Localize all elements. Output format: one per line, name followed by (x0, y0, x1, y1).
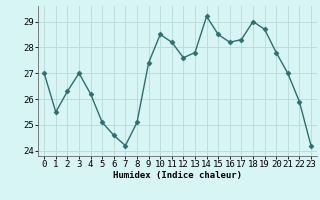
X-axis label: Humidex (Indice chaleur): Humidex (Indice chaleur) (113, 171, 242, 180)
